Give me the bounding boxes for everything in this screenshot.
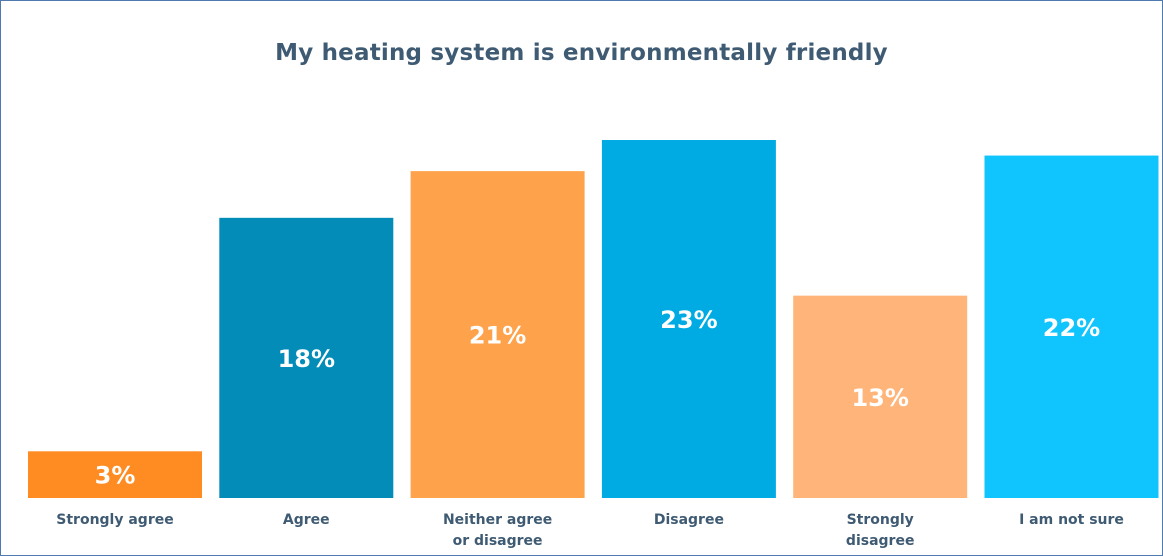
category-label: Strongly disagree [846, 512, 915, 549]
bar-value-label: 18% [278, 345, 335, 373]
category-label: Disagree [654, 512, 724, 528]
bar-3 [410, 171, 585, 498]
chart-title: My heating system is environmentally fri… [275, 40, 888, 66]
bar-2 [219, 217, 394, 498]
bar-value-label: 21% [469, 322, 526, 350]
bar-4 [601, 140, 776, 498]
bar-1 [28, 451, 202, 498]
bar-6 [984, 155, 1159, 498]
category-label: Strongly agree [56, 512, 173, 528]
category-label: Agree [283, 512, 330, 528]
category-label: Neither agree or disagree [443, 512, 552, 549]
bar-value-label: 23% [660, 306, 717, 334]
category-label: I am not sure [1019, 512, 1124, 528]
bar-value-label: 13% [851, 384, 908, 412]
bar-5 [793, 295, 968, 498]
bar-value-label: 3% [95, 462, 136, 490]
bar-value-label: 22% [1043, 314, 1100, 342]
